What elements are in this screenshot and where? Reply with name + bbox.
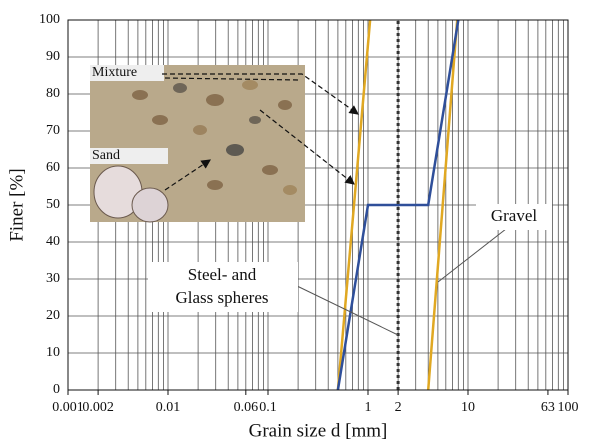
- annotation: Sand: [92, 148, 120, 163]
- annotation: Glass spheres: [175, 288, 268, 307]
- y-tick-label: 20: [46, 308, 60, 323]
- y-tick-label: 60: [46, 160, 60, 175]
- x-tick-label: 0.002: [82, 400, 114, 415]
- annotation: Gravel: [491, 206, 538, 225]
- x-axis-title: Grain size d [mm]: [249, 420, 388, 441]
- annotation: Steel- and: [188, 265, 257, 284]
- x-tick-label: 0.001: [52, 400, 84, 415]
- x-tick-label: 63: [541, 400, 555, 415]
- x-tick-label: 0.1: [259, 400, 277, 415]
- x-tick-label: 2: [395, 400, 402, 415]
- y-tick-label: 90: [46, 49, 60, 64]
- y-tick-label: 0: [53, 382, 60, 397]
- x-tick-label: 0.06: [234, 400, 259, 415]
- y-tick-label: 80: [46, 86, 60, 101]
- x-tick-label: 100: [558, 400, 579, 415]
- y-tick-label: 30: [46, 271, 60, 286]
- y-tick-label: 10: [46, 345, 60, 360]
- y-tick-label: 40: [46, 234, 60, 249]
- chart: Mixture Sand Steel- and Glass spheres Gr…: [0, 0, 591, 444]
- y-axis-title: Finer [%]: [6, 168, 27, 241]
- x-tick-label: 0.01: [156, 400, 181, 415]
- sphere: [132, 188, 168, 222]
- x-tick-label: 1: [365, 400, 372, 415]
- y-tick-label: 100: [39, 12, 60, 27]
- x-tick-label: 10: [461, 400, 475, 415]
- y-tick-label: 70: [46, 123, 60, 138]
- photo-inset: Mixture Sand: [90, 65, 305, 222]
- y-tick-label: 50: [46, 197, 60, 212]
- annotation: Mixture: [92, 65, 137, 80]
